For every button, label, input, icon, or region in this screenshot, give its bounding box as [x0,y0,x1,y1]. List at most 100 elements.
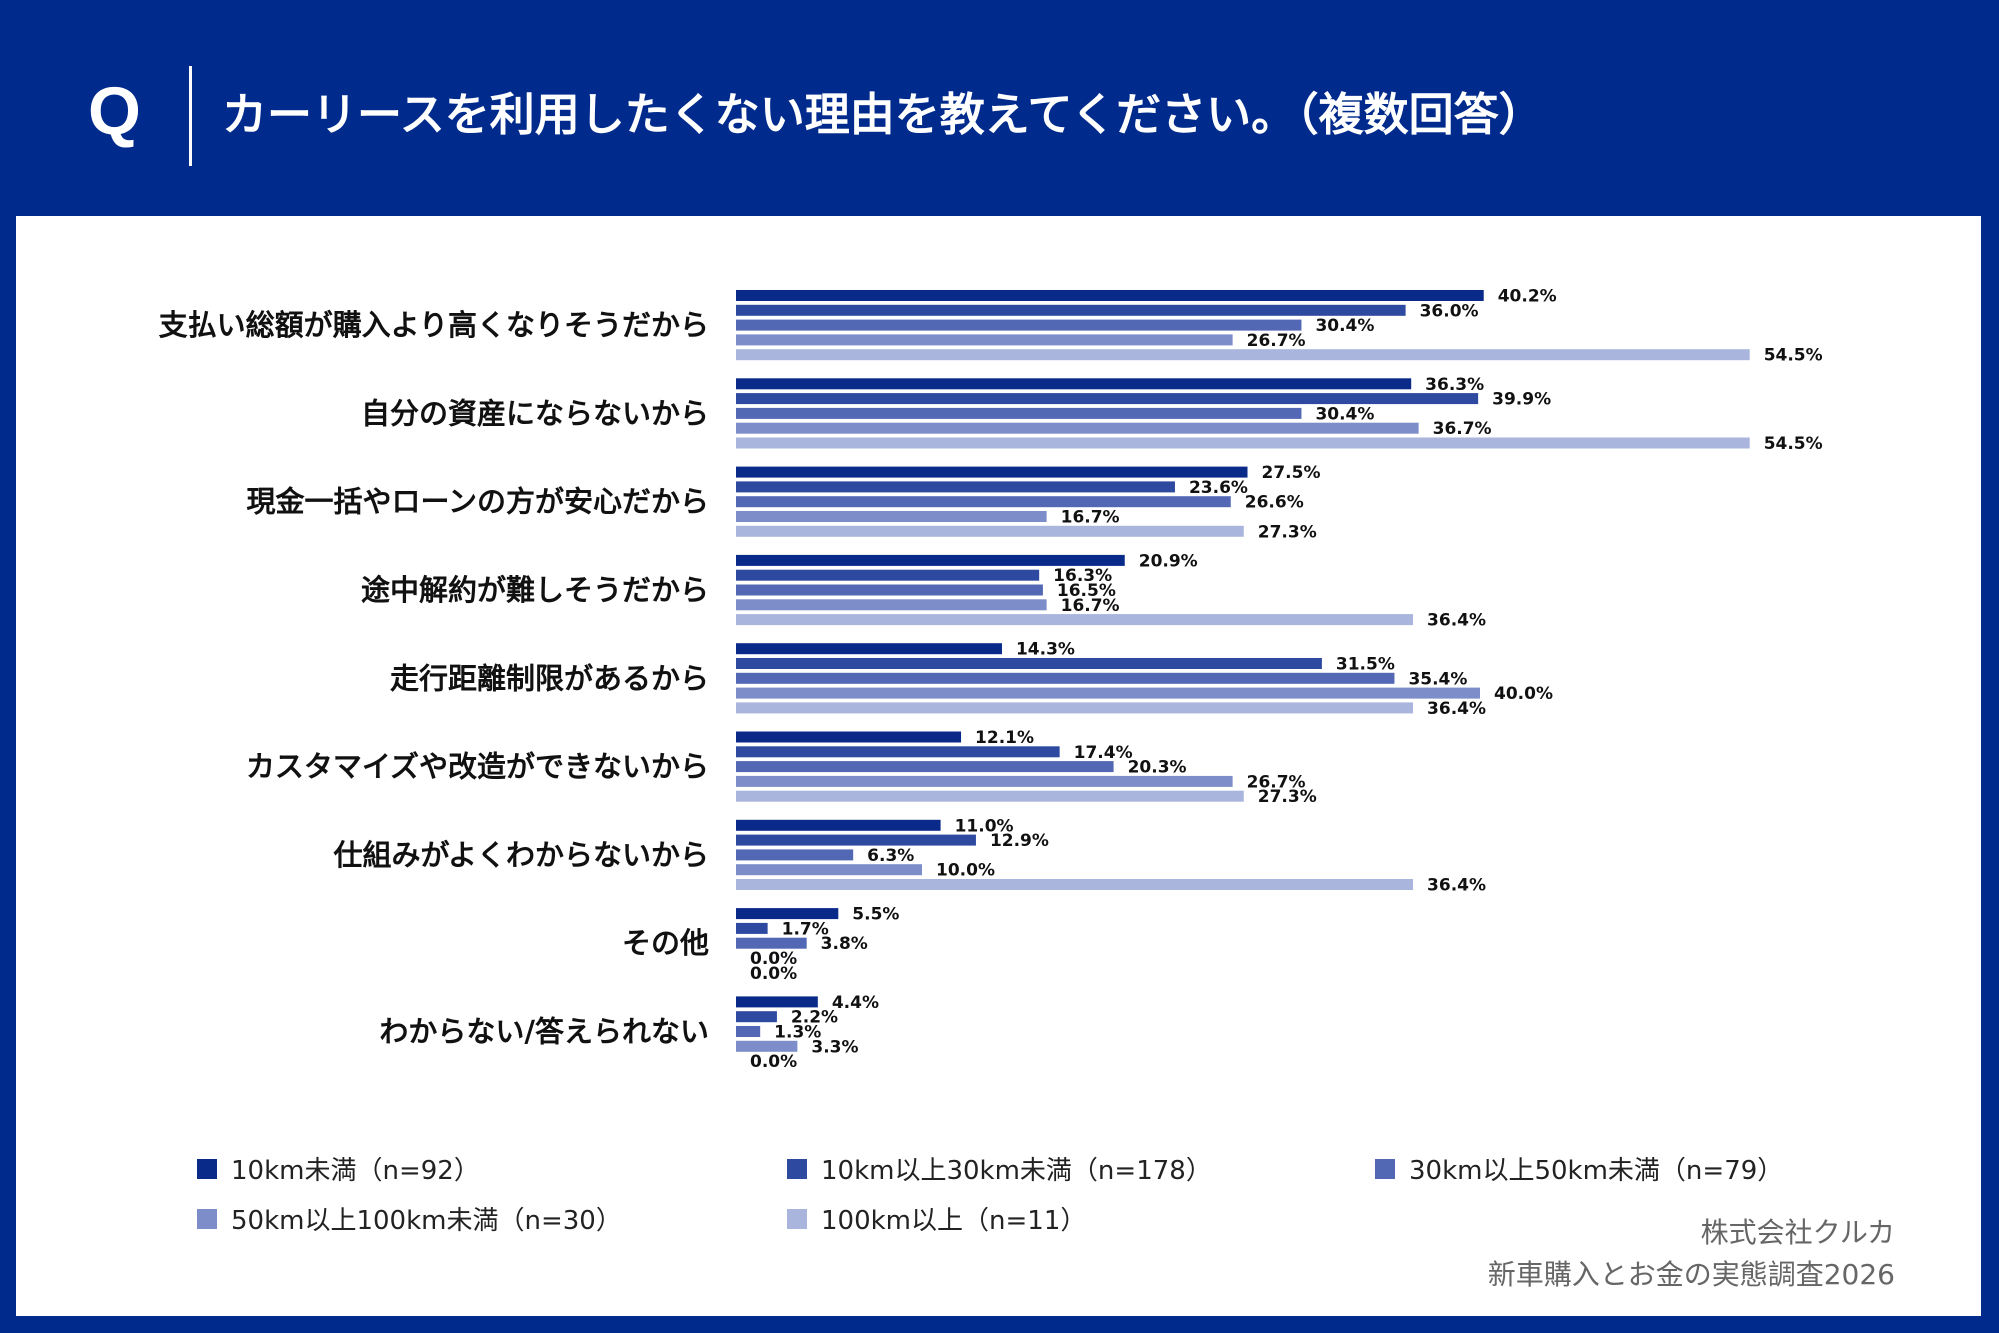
legend-label: 10km未満（n=92） [231,1156,480,1186]
value-label: 30.4% [1315,316,1374,336]
bar [736,746,1060,758]
legend-swatch [1375,1158,1395,1179]
bar-chart: 支払い総額が購入より高くなりそうだから 40.2% 36.0% 30.4% 26.7% 5… [159,287,1823,1073]
legend-label: 50km以上100km未満（n=30） [231,1206,622,1236]
value-label: 31.5% [1336,655,1395,675]
question-title: カーリースを利用したくない理由を教えてください。（複数回答） [222,88,1544,141]
value-label: 0.0% [750,949,797,969]
value-label: 54.5% [1764,346,1823,366]
legend: 10km未満（n=92） 10km以上30km未満（n=178） 30km以上5… [197,1150,1897,1260]
value-label: 36.3% [1425,375,1484,395]
category-label: わからない/答えられない [379,1015,709,1049]
bar [736,481,1175,493]
bar [736,466,1248,478]
value-label: 0.0% [750,1052,797,1072]
legend-swatch [787,1208,807,1229]
bar [736,334,1233,346]
value-label: 2.2% [791,1008,838,1028]
bar [736,584,1043,596]
bar [736,1026,761,1037]
bar [736,702,1414,714]
value-label: 10.0% [936,861,995,881]
value-label: 30.4% [1315,404,1374,424]
bar [736,879,1414,890]
bar [736,496,1231,508]
value-label: 6.3% [867,846,914,866]
bar [736,304,1406,316]
bar [736,407,1302,419]
value-label: 26.7% [1247,772,1306,792]
bar [736,393,1479,405]
bar [736,614,1414,626]
value-label: 40.2% [1498,287,1557,307]
bar [736,849,854,861]
value-label: 27.5% [1262,463,1321,483]
legend-swatch [197,1158,217,1179]
legend-label: 30km以上50km未満（n=79） [1409,1156,1784,1186]
value-label: 11.0% [955,816,1014,836]
bar [736,643,1002,655]
source-survey: 新車購入とお金の実態調査2026 [1487,1258,1895,1291]
value-label: 35.4% [1408,669,1467,689]
bar [736,378,1412,390]
bar [736,672,1395,684]
source-credit: 株式会社クルカ 新車購入とお金の実態調査2026 [1488,1212,1895,1296]
legend-item: 50km以上100km未満（n=30） [197,1200,622,1237]
value-label: 4.4% [832,993,879,1013]
value-label: 12.9% [990,831,1049,851]
header-divider [189,66,192,166]
value-label: 16.3% [1053,566,1112,586]
bar [736,908,839,920]
bar [736,319,1302,331]
legend-label: 100km以上（n=11） [821,1206,1087,1236]
bar [736,819,941,831]
value-label: 16.7% [1061,508,1120,528]
legend-item: 100km以上（n=11） [787,1200,1086,1237]
bar [736,599,1047,611]
bar [736,554,1125,566]
legend-item: 10km未満（n=92） [197,1150,480,1187]
value-label: 36.0% [1420,301,1479,321]
chart-panel: 支払い総額が購入より高くなりそうだから 40.2% 36.0% 30.4% 26.7% 5… [16,216,1981,1316]
category-label: カスタマイズや改造ができないから [246,750,709,784]
category-label: 走行距離制限があるから [390,661,709,695]
value-label: 1.3% [774,1023,821,1043]
legend-item: 30km以上50km未満（n=79） [1375,1150,1783,1187]
value-label: 12.1% [975,728,1034,748]
category-label: 支払い総額が購入より高くなりそうだから [159,308,709,342]
value-label: 17.4% [1074,743,1133,763]
value-label: 36.4% [1427,876,1486,896]
category-label: その他 [622,926,709,960]
source-company: 株式会社クルカ [1700,1216,1895,1249]
legend-swatch [197,1208,217,1229]
legend-label: 10km以上30km未満（n=178） [821,1156,1212,1186]
value-label: 14.3% [1016,640,1075,660]
value-label: 36.4% [1427,611,1486,631]
value-label: 20.3% [1128,758,1187,778]
bar [736,687,1480,699]
bar [736,525,1244,537]
value-label: 0.0% [750,964,797,984]
value-label: 16.5% [1057,581,1116,601]
legend-item: 10km以上30km未満（n=178） [787,1150,1212,1187]
bar [736,658,1322,669]
q-mark: Q [88,73,141,149]
bar [736,1011,777,1023]
value-label: 20.9% [1139,551,1198,571]
bar [736,437,1750,449]
bar [736,290,1484,301]
category-label: 現金一括やローンの方が安心だから [246,485,709,519]
bar [736,775,1233,787]
bar [736,569,1040,581]
value-label: 39.9% [1492,390,1551,410]
value-label: 40.0% [1494,684,1553,704]
bar [736,422,1419,434]
bar [736,1040,798,1052]
bar [736,761,1114,773]
value-label: 36.4% [1427,699,1486,719]
bar [736,996,818,1008]
bar [736,349,1750,361]
bar [736,790,1244,802]
legend-swatch [787,1158,807,1179]
bar [736,511,1047,522]
